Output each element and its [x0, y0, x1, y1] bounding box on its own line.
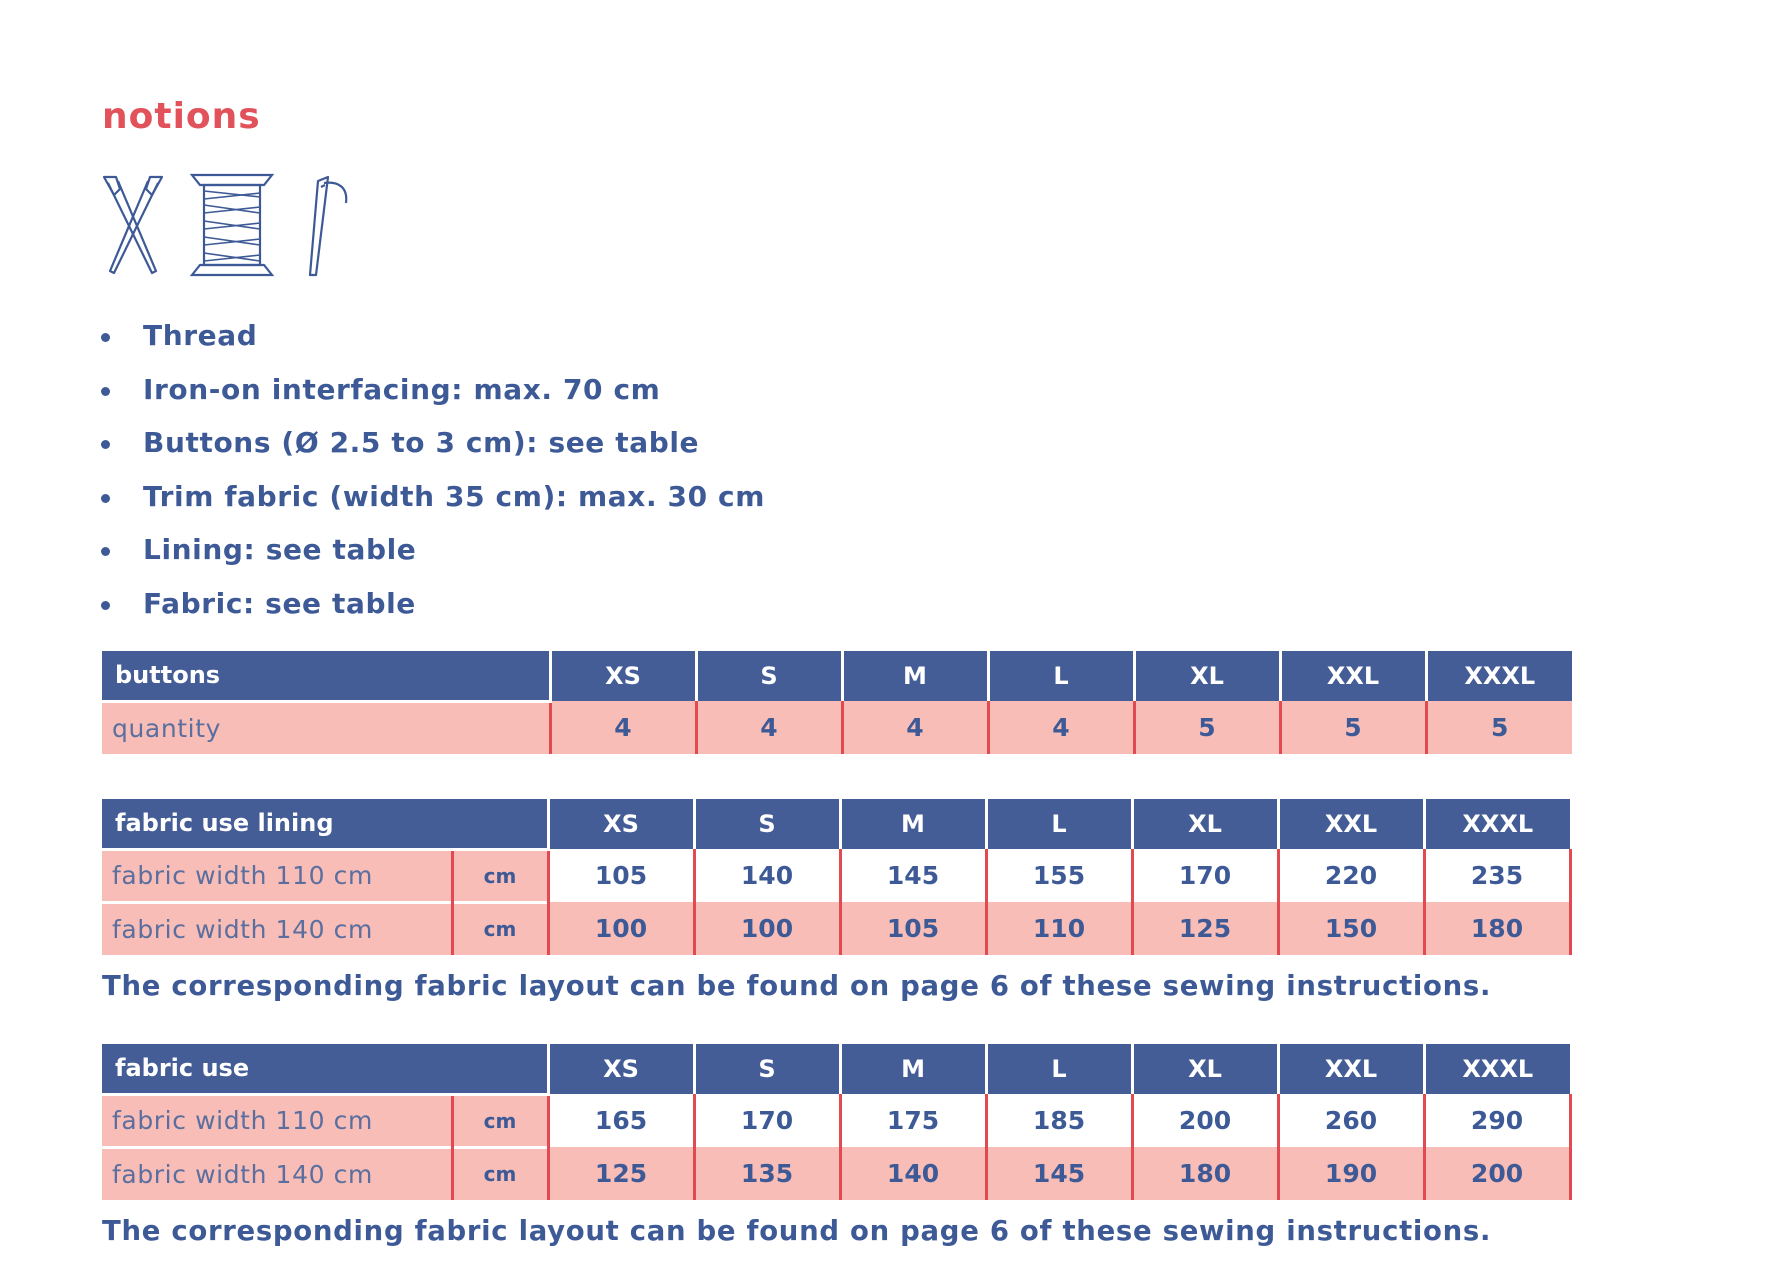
- table-cell: 125: [546, 1147, 695, 1200]
- lining-table: fabric use lining XS S M L XL XXL XXXL f…: [102, 799, 1572, 955]
- row-label: fabric width 110 cm: [102, 1092, 452, 1147]
- size-header: S: [692, 799, 840, 849]
- size-header: M: [840, 651, 988, 701]
- table-cell: 140: [692, 849, 840, 902]
- fabric-table: fabric use XS S M L XL XXL XXXL fabric w…: [102, 1044, 1572, 1200]
- list-item: Trim fabric (width 35 cm): max. 30 cm: [100, 473, 765, 527]
- unit-label: cm: [450, 1092, 549, 1147]
- table-header-label: fabric use: [102, 1044, 549, 1094]
- table-cell: 4: [548, 701, 696, 754]
- table-cell: 4: [840, 701, 988, 754]
- size-header: XL: [1130, 799, 1278, 849]
- notions-list: Thread Iron-on interfacing: max. 70 cm B…: [100, 312, 765, 634]
- table-cell: 235: [1422, 849, 1572, 902]
- table-header-label: buttons: [102, 651, 550, 701]
- table-cell: 105: [838, 902, 986, 955]
- size-header: XXL: [1276, 799, 1424, 849]
- table-cell: 5: [1132, 701, 1280, 754]
- buttons-table: buttons XS S M L XL XXL XXXL quantity 4 …: [102, 651, 1572, 754]
- size-header: XL: [1130, 1044, 1279, 1094]
- list-item: Fabric: see table: [100, 580, 765, 634]
- size-header: XXL: [1278, 651, 1426, 701]
- size-header: L: [984, 1044, 1133, 1094]
- unit-label: cm: [450, 900, 548, 955]
- table-cell: 180: [1422, 902, 1572, 955]
- table-cell: 260: [1276, 1094, 1425, 1147]
- table-header-label: fabric use lining: [102, 799, 548, 849]
- table-cell: 5: [1278, 701, 1426, 754]
- table-cell: 100: [692, 902, 840, 955]
- list-item: Thread: [100, 312, 765, 366]
- thread-spool-icon: [190, 173, 274, 277]
- table-cell: 145: [838, 849, 986, 902]
- table-cell: 185: [984, 1094, 1133, 1147]
- layout-note: The corresponding fabric layout can be f…: [102, 1215, 1492, 1247]
- size-header: M: [838, 799, 986, 849]
- needle-icon: [308, 175, 348, 277]
- table-cell: 4: [986, 701, 1134, 754]
- table-cell: 105: [546, 849, 694, 902]
- table-cell: 190: [1276, 1147, 1425, 1200]
- table-cell: 200: [1422, 1147, 1572, 1200]
- table-row: fabric width 110 cm cm 105 140 145 155 1…: [102, 847, 1572, 902]
- table-cell: 4: [694, 701, 842, 754]
- size-header: L: [984, 799, 1132, 849]
- size-header: XL: [1132, 651, 1280, 701]
- table-cell: 5: [1424, 701, 1572, 754]
- notions-icons: [100, 173, 360, 283]
- size-header: XS: [548, 651, 696, 701]
- table-cell: 170: [1130, 849, 1278, 902]
- table-cell: 170: [692, 1094, 841, 1147]
- row-label: fabric width 140 cm: [102, 1145, 452, 1200]
- table-cell: 110: [984, 902, 1132, 955]
- size-header: XXXL: [1422, 1044, 1571, 1094]
- scissors-icon: [102, 175, 164, 275]
- list-item: Buttons (Ø 2.5 to 3 cm): see table: [100, 419, 765, 473]
- size-header: L: [986, 651, 1134, 701]
- table-cell: 155: [984, 849, 1132, 902]
- size-header: XXXL: [1424, 651, 1572, 701]
- table-cell: 145: [984, 1147, 1133, 1200]
- table-cell: 220: [1276, 849, 1424, 902]
- table-row: fabric width 140 cm cm 125 135 140 145 1…: [102, 1145, 1572, 1200]
- list-item: Lining: see table: [100, 526, 765, 580]
- row-label: fabric width 140 cm: [102, 900, 452, 955]
- table-cell: 290: [1422, 1094, 1572, 1147]
- size-header: XS: [546, 799, 694, 849]
- row-label: quantity: [102, 699, 550, 754]
- table-cell: 165: [546, 1094, 695, 1147]
- list-item: Iron-on interfacing: max. 70 cm: [100, 366, 765, 420]
- table-row: fabric width 140 cm cm 100 100 105 110 1…: [102, 900, 1572, 955]
- table-cell: 200: [1130, 1094, 1279, 1147]
- size-header: XS: [546, 1044, 695, 1094]
- table-row: fabric width 110 cm cm 165 170 175 185 2…: [102, 1092, 1572, 1147]
- unit-label: cm: [450, 847, 548, 902]
- table-row: quantity 4 4 4 4 5 5 5: [102, 699, 1572, 754]
- table-cell: 135: [692, 1147, 841, 1200]
- unit-label: cm: [450, 1145, 549, 1200]
- page-title: notions: [102, 96, 261, 137]
- size-header: M: [838, 1044, 987, 1094]
- size-header: S: [694, 651, 842, 701]
- table-cell: 180: [1130, 1147, 1279, 1200]
- size-header: XXL: [1276, 1044, 1425, 1094]
- table-cell: 140: [838, 1147, 987, 1200]
- size-header: S: [692, 1044, 841, 1094]
- row-label: fabric width 110 cm: [102, 847, 452, 902]
- table-cell: 150: [1276, 902, 1424, 955]
- table-cell: 100: [546, 902, 694, 955]
- size-header: XXXL: [1422, 799, 1570, 849]
- table-cell: 125: [1130, 902, 1278, 955]
- table-cell: 175: [838, 1094, 987, 1147]
- layout-note: The corresponding fabric layout can be f…: [102, 970, 1492, 1002]
